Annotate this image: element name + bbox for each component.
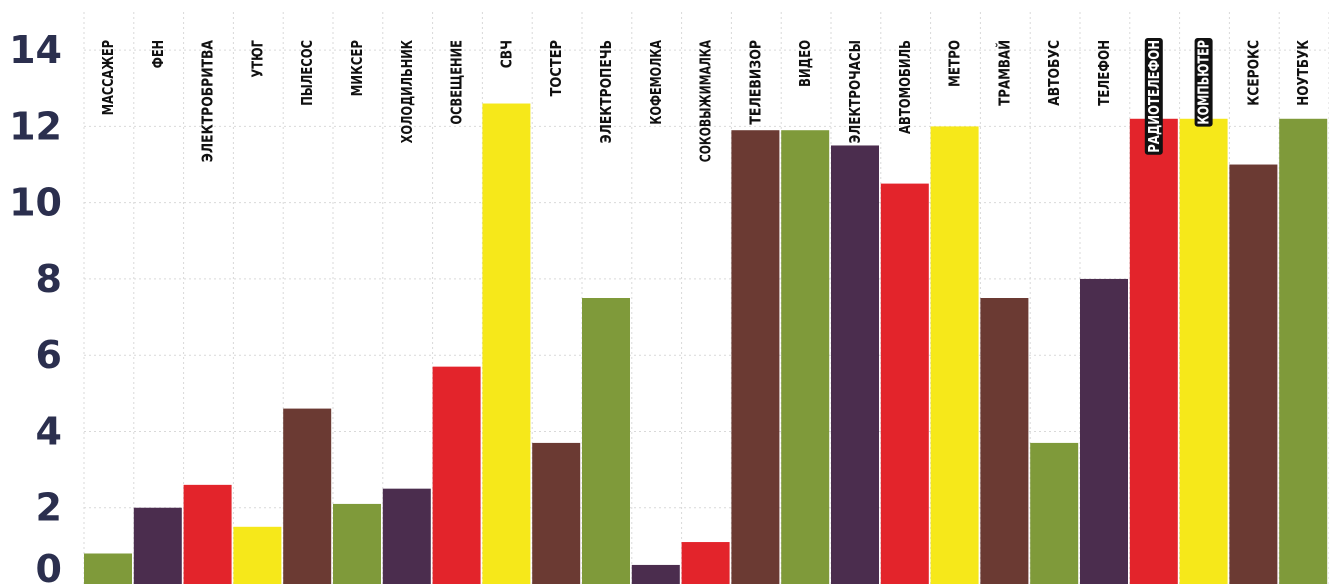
category-label-group: МАССАЖЕР [99, 40, 117, 115]
category-label-group: ОСВЕЩЕНИЕ [448, 40, 466, 125]
bar [1030, 442, 1079, 584]
category-label: НОУТБУК [1294, 40, 1312, 106]
category-label: МИКСЕР [348, 40, 366, 96]
category-label-group: СВЧ [497, 40, 515, 68]
bar [880, 183, 929, 584]
bar [532, 442, 581, 584]
category-label-group: НОУТБУК [1294, 40, 1312, 106]
bar [84, 553, 132, 584]
bar [631, 564, 680, 584]
y-tick-label: 4 [36, 409, 62, 453]
bar [582, 298, 630, 584]
category-label: ЭЛЕКТРОПЕЧЬ [597, 40, 615, 143]
category-label-group: УТЮГ [248, 40, 266, 78]
bar [1080, 278, 1128, 584]
y-tick-label: 10 [9, 181, 62, 225]
category-label-group: МЕТРО [946, 40, 964, 87]
y-tick-label: 12 [9, 104, 62, 148]
category-label: АВТОМОБИЛЬ [896, 40, 914, 134]
category-label-group: АВТОБУС [1045, 40, 1063, 106]
category-labels: МАССАЖЕР ФЕН ЭЛЕКТРОБРИТВА УТЮГ ПЫЛЕСОС МИКСЕ… [99, 38, 1312, 162]
y-tick-label: 6 [36, 333, 62, 377]
category-label: ПЫЛЕСОС [298, 40, 316, 106]
category-label-group: РАДИОТЕЛЕФОН [1144, 38, 1163, 155]
category-label-group: СОКОВЫЖИМАЛКА [697, 40, 715, 163]
category-label: ВИДЕО [796, 40, 814, 87]
y-tick-label: 14 [9, 28, 62, 72]
bar [183, 484, 232, 584]
category-label: КОФЕМОЛКА [647, 40, 665, 125]
category-label-box [1144, 38, 1163, 155]
bar [781, 130, 830, 584]
category-label: АВТОБУС [1045, 40, 1063, 106]
category-label-group: КСЕРОКС [1244, 40, 1262, 106]
category-label-group: ЭЛЕКТРОБРИТВА [199, 39, 217, 162]
bar [432, 366, 481, 584]
category-label: ОСВЕЩЕНИЕ [448, 40, 466, 125]
category-label-group: КОМПЬЮТЕР [1194, 38, 1213, 127]
bar [233, 526, 282, 584]
category-label-group: ТЕЛЕВИЗОР [746, 40, 764, 125]
category-label: ТРАМВАЙ [994, 40, 1013, 106]
category-label: КСЕРОКС [1244, 40, 1262, 106]
y-tick-label: 8 [36, 257, 62, 301]
bar [333, 503, 381, 584]
bar [831, 145, 879, 584]
category-label-group: ЭЛЕКТРОЧАСЫ [846, 40, 864, 143]
category-label: МАССАЖЕР [99, 40, 117, 115]
y-axis-ticks: 0 2 4 6 8 10 12 14 [9, 28, 62, 584]
category-label: КОМПЬЮТЕР [1195, 40, 1213, 125]
bar [1229, 164, 1278, 584]
bar [1179, 118, 1228, 584]
category-label: ЭЛЕКТРОЧАСЫ [846, 40, 864, 143]
bar [283, 408, 332, 584]
bar [980, 298, 1029, 584]
bar [1129, 118, 1178, 584]
category-label: УТЮГ [248, 40, 266, 78]
category-label: ЭЛЕКТРОБРИТВА [199, 39, 217, 162]
bar [681, 542, 730, 584]
category-label-group: АВТОМОБИЛЬ [896, 40, 914, 134]
category-label-group: ХОЛОДИЛЬНИК [398, 40, 416, 143]
category-label: ФЕН [149, 40, 167, 68]
category-label-group: МИКСЕР [348, 40, 366, 96]
category-label-group: ЭЛЕКТРОПЕЧЬ [597, 40, 615, 143]
category-label: МЕТРО [946, 40, 964, 87]
category-label: ТЕЛЕВИЗОР [746, 40, 764, 125]
category-label: СОКОВЫЖИМАЛКА [697, 40, 715, 163]
y-tick-label: 2 [36, 486, 62, 530]
category-label: ТЕЛЕФОН [1095, 40, 1113, 106]
bar [930, 126, 979, 584]
category-label: РАДИОТЕЛЕФОН [1145, 40, 1163, 153]
category-label: ХОЛОДИЛЬНИК [398, 40, 416, 143]
bar [133, 507, 182, 584]
category-label-group: ТЕЛЕФОН [1095, 40, 1113, 106]
category-label-group: ВИДЕО [796, 40, 814, 87]
bar [1279, 118, 1328, 584]
bar [482, 103, 531, 584]
category-label-group: КОФЕМОЛКА [647, 40, 665, 125]
category-label: СВЧ [497, 40, 515, 68]
category-label-group: ТОСТЕР [547, 40, 565, 96]
category-label-group: ТРАМВАЙ [994, 40, 1013, 106]
category-label: ТОСТЕР [547, 40, 565, 96]
category-label-group: ПЫЛЕСОС [298, 40, 316, 106]
y-tick-label: 0 [36, 547, 62, 584]
category-label-group: ФЕН [149, 40, 167, 68]
bar [731, 130, 780, 584]
bars [84, 103, 1328, 584]
category-label-box [1194, 38, 1213, 127]
bar [382, 488, 431, 584]
